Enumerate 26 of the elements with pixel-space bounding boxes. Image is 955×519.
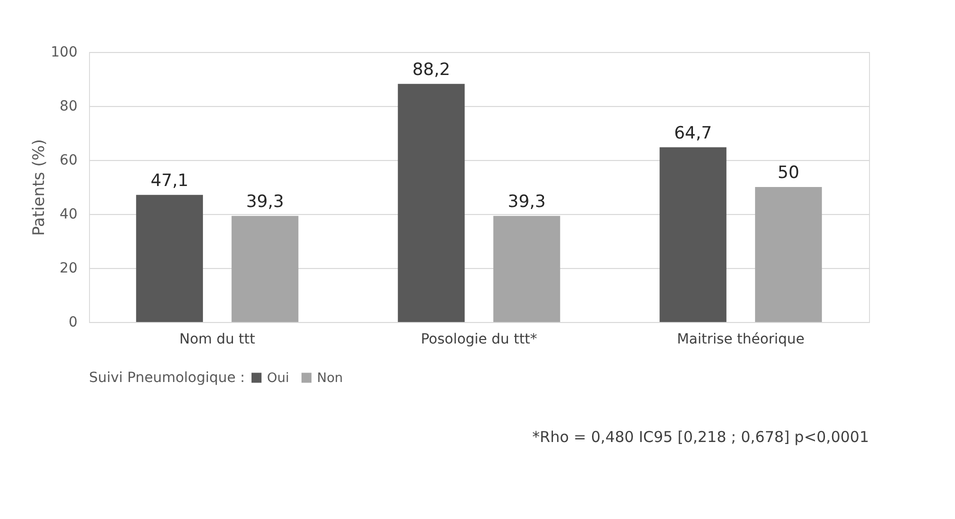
- bar: [398, 84, 465, 322]
- data-label: 39,3: [246, 192, 284, 212]
- y-tick-label: 100: [50, 44, 78, 60]
- data-label: 50: [778, 163, 800, 183]
- bar: [493, 216, 560, 322]
- data-label: 64,7: [674, 123, 712, 144]
- x-tick-label: Nom du ttt: [179, 332, 256, 348]
- x-tick-label: Maitrise théorique: [676, 332, 805, 348]
- bar: [232, 216, 298, 322]
- legend-label: Oui: [267, 370, 290, 386]
- y-axis-title: Patients (%): [28, 139, 48, 236]
- bar: [755, 187, 822, 322]
- bar: [136, 194, 203, 322]
- data-label: 88,2: [412, 60, 450, 80]
- y-tick-label: 20: [60, 260, 78, 276]
- legend-label: Non: [317, 370, 343, 386]
- y-tick-label: 60: [60, 152, 78, 168]
- data-label: 47,1: [150, 170, 188, 191]
- x-tick-label: Posologie du ttt*: [420, 332, 538, 348]
- bar: [660, 147, 726, 322]
- y-tick-label: 0: [68, 314, 78, 330]
- y-tick-label: 40: [60, 206, 78, 222]
- legend-title: Suivi Pneumologique :: [89, 370, 245, 386]
- data-label: 39,3: [508, 192, 546, 212]
- text: *Rho = 0,480 IC95 [0,218 ; 0,678] p<0,0001: [532, 428, 869, 446]
- y-tick-label: 80: [60, 98, 78, 114]
